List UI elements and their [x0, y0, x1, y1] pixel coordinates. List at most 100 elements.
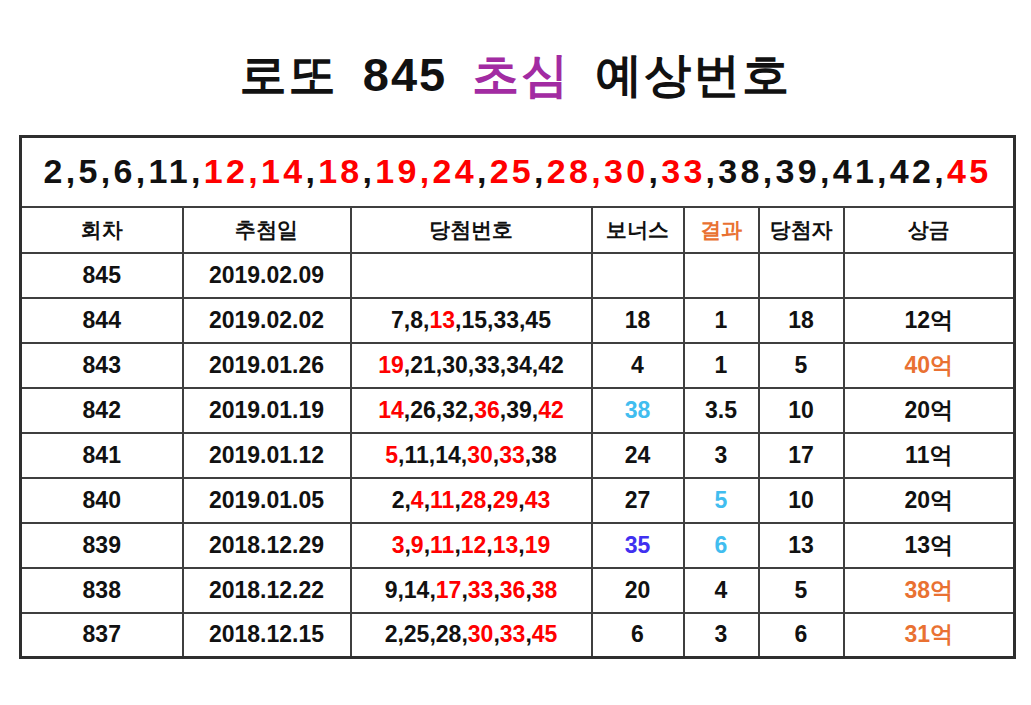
number-separator: ,	[763, 152, 776, 190]
round-cell: 842	[21, 388, 183, 433]
number-separator: ,	[706, 152, 719, 190]
winning-numbers-cell: 2,25,28,30,33,45	[351, 613, 592, 658]
result-cell: 3	[684, 433, 759, 478]
prize-cell: 31억	[844, 613, 1015, 658]
number-separator: ,	[877, 152, 890, 190]
prediction-number: 38	[718, 152, 762, 190]
bonus-cell: 27	[592, 478, 684, 523]
result-cell: 3.5	[684, 388, 759, 433]
prediction-number: 5	[79, 152, 101, 190]
winning-number: 8	[410, 307, 423, 333]
prediction-number: 33	[661, 152, 705, 190]
winning-number: 9	[385, 577, 398, 603]
prediction-number: 19	[375, 152, 419, 190]
title-segment: 초심	[472, 48, 570, 101]
winning-number: 2	[385, 621, 398, 647]
date-cell: 2019.02.02	[183, 298, 351, 343]
table-row: 8402019.01.052,4,11,28,29,432751020억	[21, 478, 1015, 523]
table-row: 8442019.02.027,8,13,15,33,451811812억	[21, 298, 1015, 343]
winning-number: 14	[435, 442, 461, 468]
table-row: 8432019.01.2619,21,30,33,34,4241540억	[21, 343, 1015, 388]
winning-number: 26	[410, 397, 436, 423]
date-cell: 2019.01.26	[183, 343, 351, 388]
winning-number: 28	[461, 487, 487, 513]
prediction-number: 11	[149, 152, 192, 190]
prediction-number: 42	[890, 152, 934, 190]
result-cell: 5	[684, 478, 759, 523]
prediction-number: 28	[547, 152, 591, 190]
result-cell: 4	[684, 568, 759, 613]
winning-number: 38	[532, 577, 558, 603]
winning-number: 32	[442, 397, 468, 423]
bonus-cell: 35	[592, 523, 684, 568]
number-separator: ,	[591, 152, 604, 190]
title-segment: 예상번호	[570, 48, 791, 101]
winning-number: 21	[410, 352, 436, 378]
table-row: 8382018.12.229,14,17,33,36,38204538억	[21, 568, 1015, 613]
winning-numbers-cell: 14,26,32,36,39,42	[351, 388, 592, 433]
winning-number: 9	[411, 532, 424, 558]
prize-cell: 12억	[844, 298, 1015, 343]
winning-number: 42	[538, 397, 564, 423]
winning-numbers-cell: 2,4,11,28,29,43	[351, 478, 592, 523]
result-cell	[684, 253, 759, 298]
winning-number: 14	[378, 397, 404, 423]
prize-cell	[844, 253, 1015, 298]
winning-numbers-cell: 5,11,14,30,33,38	[351, 433, 592, 478]
winning-number: 17	[436, 577, 462, 603]
number-separator: ,	[934, 152, 947, 190]
bonus-cell	[592, 253, 684, 298]
prize-cell: 38억	[844, 568, 1015, 613]
winning-numbers-cell: 7,8,13,15,33,45	[351, 298, 592, 343]
round-cell: 839	[21, 523, 183, 568]
result-cell: 3	[684, 613, 759, 658]
table-row: 8392018.12.293,9,11,12,13,193561313억	[21, 523, 1015, 568]
number-separator: ,	[248, 152, 261, 190]
prediction-number: 6	[114, 152, 136, 190]
winning-number: 11	[430, 487, 454, 513]
prize-cell: 20억	[844, 478, 1015, 523]
winning-number: 12	[461, 532, 487, 558]
round-cell: 844	[21, 298, 183, 343]
date-cell: 2018.12.15	[183, 613, 351, 658]
winning-number: 2	[392, 487, 405, 513]
prediction-number: 39	[776, 152, 820, 190]
number-separator: ,	[820, 152, 833, 190]
winning-number: 33	[468, 577, 494, 603]
number-separator: ,	[477, 152, 490, 190]
winning-number: 33	[500, 621, 526, 647]
column-header-5: 당첨자	[759, 207, 844, 253]
round-cell: 843	[21, 343, 183, 388]
winning-number: 45	[532, 621, 558, 647]
date-cell: 2019.02.09	[183, 253, 351, 298]
prediction-number: 45	[947, 152, 991, 190]
table-row: 8412019.01.125,11,14,30,33,382431711억	[21, 433, 1015, 478]
number-separator: ,	[136, 152, 149, 190]
round-cell: 837	[21, 613, 183, 658]
column-header-3: 보너스	[592, 207, 684, 253]
table-header-row: 회차추첨일당첨번호보너스결과당첨자상금	[21, 207, 1015, 253]
winning-number: 13	[493, 532, 519, 558]
winners-cell: 17	[759, 433, 844, 478]
column-header-6: 상금	[844, 207, 1015, 253]
column-header-4: 결과	[684, 207, 759, 253]
winners-cell: 6	[759, 613, 844, 658]
number-separator: ,	[66, 152, 79, 190]
prediction-number: 30	[604, 152, 648, 190]
winning-number: 19	[525, 532, 551, 558]
winning-numbers-cell: 19,21,30,33,34,42	[351, 343, 592, 388]
result-cell: 1	[684, 298, 759, 343]
winners-cell: 5	[759, 568, 844, 613]
winning-number: 38	[531, 442, 557, 468]
winning-number: 33	[499, 442, 525, 468]
winning-number: 14	[404, 577, 430, 603]
bonus-cell: 18	[592, 298, 684, 343]
date-cell: 2018.12.29	[183, 523, 351, 568]
number-separator: ,	[305, 152, 318, 190]
bonus-cell: 4	[592, 343, 684, 388]
number-separator: ,	[534, 152, 547, 190]
winning-number: 36	[474, 397, 500, 423]
winning-number: 33	[474, 352, 500, 378]
winners-cell: 13	[759, 523, 844, 568]
column-header-0: 회차	[21, 207, 183, 253]
